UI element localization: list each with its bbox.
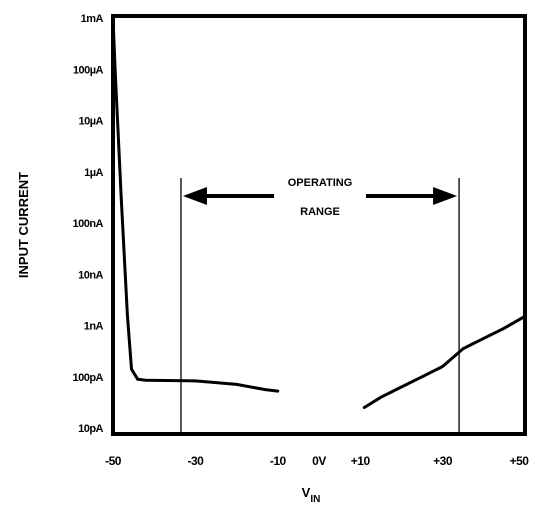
curves-layer [111, 16, 527, 409]
y-tick-label: 10pA [78, 423, 103, 435]
y-tick-label: 100µA [73, 64, 104, 76]
x-tick-label: 0V [312, 454, 326, 468]
y-tick-label: 100nA [72, 218, 103, 230]
series-line-1 [111, 16, 280, 393]
x-tick-label: +10 [351, 454, 371, 468]
y-tick-labels: 1mA 100µA 10µA 1µA 100nA 10nA 1nA 100pA 10pA [72, 13, 104, 435]
range-label-line2: RANGE [300, 206, 340, 218]
x-tick-label: -10 [270, 454, 287, 468]
x-tick-label: -50 [105, 454, 122, 468]
range-arrow-head-left [182, 187, 207, 205]
x-axis-title-main: V [302, 485, 311, 500]
x-axis-title: VIN [302, 485, 321, 505]
x-tick-labels: -50 -30 -10 0V +10 +30 +50 [105, 454, 530, 468]
range-arrow-head-right [433, 187, 458, 205]
x-axis-title-subscript: IN [310, 494, 320, 505]
series-line-2 [362, 314, 527, 409]
range-label-line1: OPERATING [288, 177, 353, 189]
y-tick-label: 10nA [78, 269, 103, 281]
x-tick-label: +50 [510, 454, 530, 468]
y-tick-label: 10µA [78, 116, 103, 128]
x-tick-label: -30 [187, 454, 204, 468]
y-tick-label: 1nA [84, 321, 104, 333]
plot-frame [111, 14, 527, 436]
operating-range-layer: OPERATING RANGE [180, 177, 460, 432]
y-tick-label: 1mA [81, 13, 104, 25]
x-tick-label: +30 [433, 454, 453, 468]
y-tick-label: 100pA [72, 372, 103, 384]
y-tick-label: 1µA [84, 167, 103, 179]
y-axis-title: INPUT CURRENT [16, 172, 31, 278]
